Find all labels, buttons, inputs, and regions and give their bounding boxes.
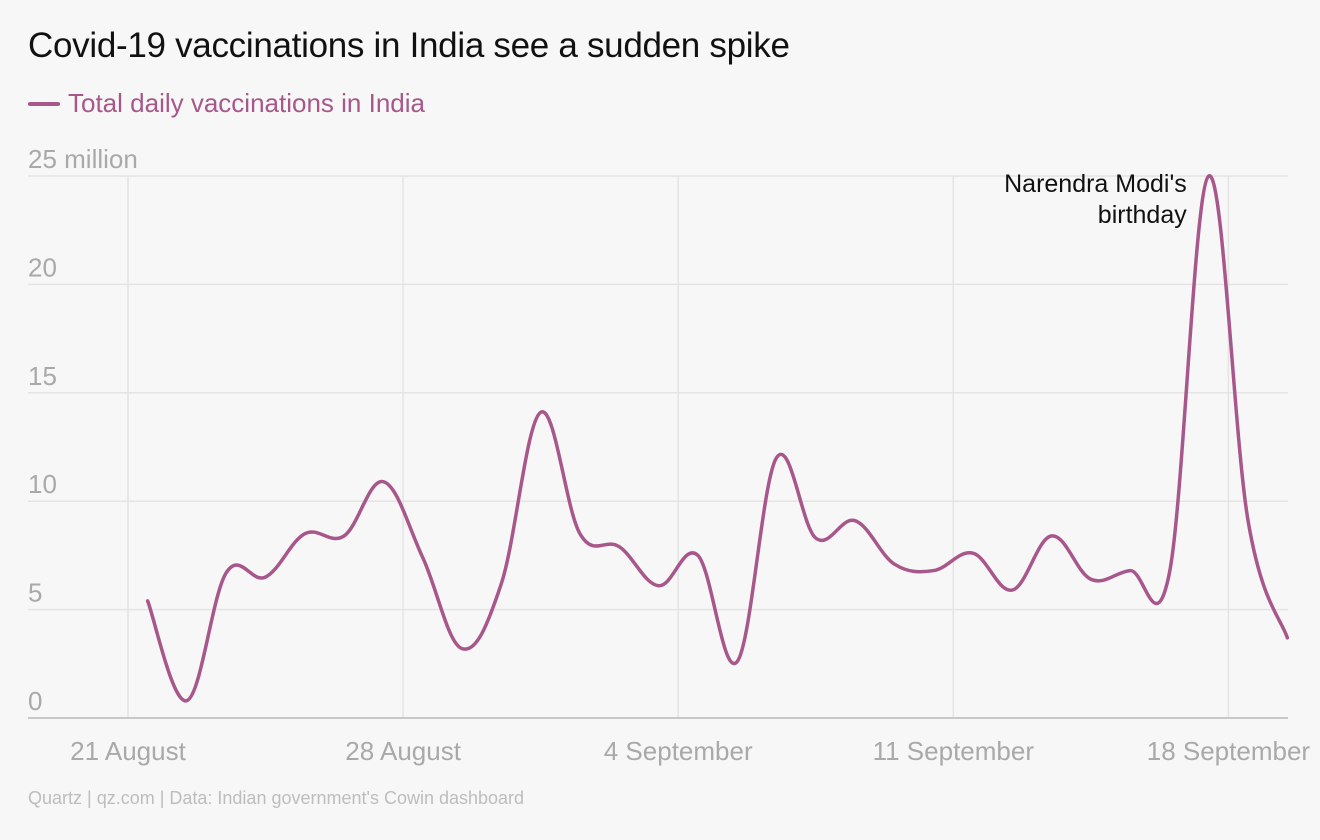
y-tick-label: 0 <box>28 686 42 716</box>
series-line <box>145 174 1290 703</box>
annotation-line: Narendra Modi's <box>1004 170 1187 198</box>
x-tick-label: 18 September <box>1147 736 1311 766</box>
y-tick-label: 25 million <box>28 144 138 174</box>
y-tick-label: 10 <box>28 469 57 499</box>
legend-label: Total daily vaccinations in India <box>68 88 425 118</box>
annotation-line: birthday <box>1098 201 1187 229</box>
x-tick-label: 4 September <box>604 736 753 766</box>
legend: Total daily vaccinations in India <box>28 88 425 119</box>
y-tick-label: 15 <box>28 361 57 391</box>
source-note: Quartz | qz.com | Data: Indian governmen… <box>28 788 525 808</box>
x-tick-label: 21 August <box>70 736 186 766</box>
x-tick-label: 28 August <box>345 736 461 766</box>
y-tick-label: 20 <box>28 252 57 282</box>
x-tick-label: 11 September <box>873 736 1035 766</box>
legend-swatch <box>28 101 60 106</box>
annotation-label: Narendra Modi's birthday <box>1004 170 1187 229</box>
y-tick-label: 5 <box>28 578 42 608</box>
chart-title: Covid-19 vaccinations in India see a sud… <box>28 26 790 65</box>
